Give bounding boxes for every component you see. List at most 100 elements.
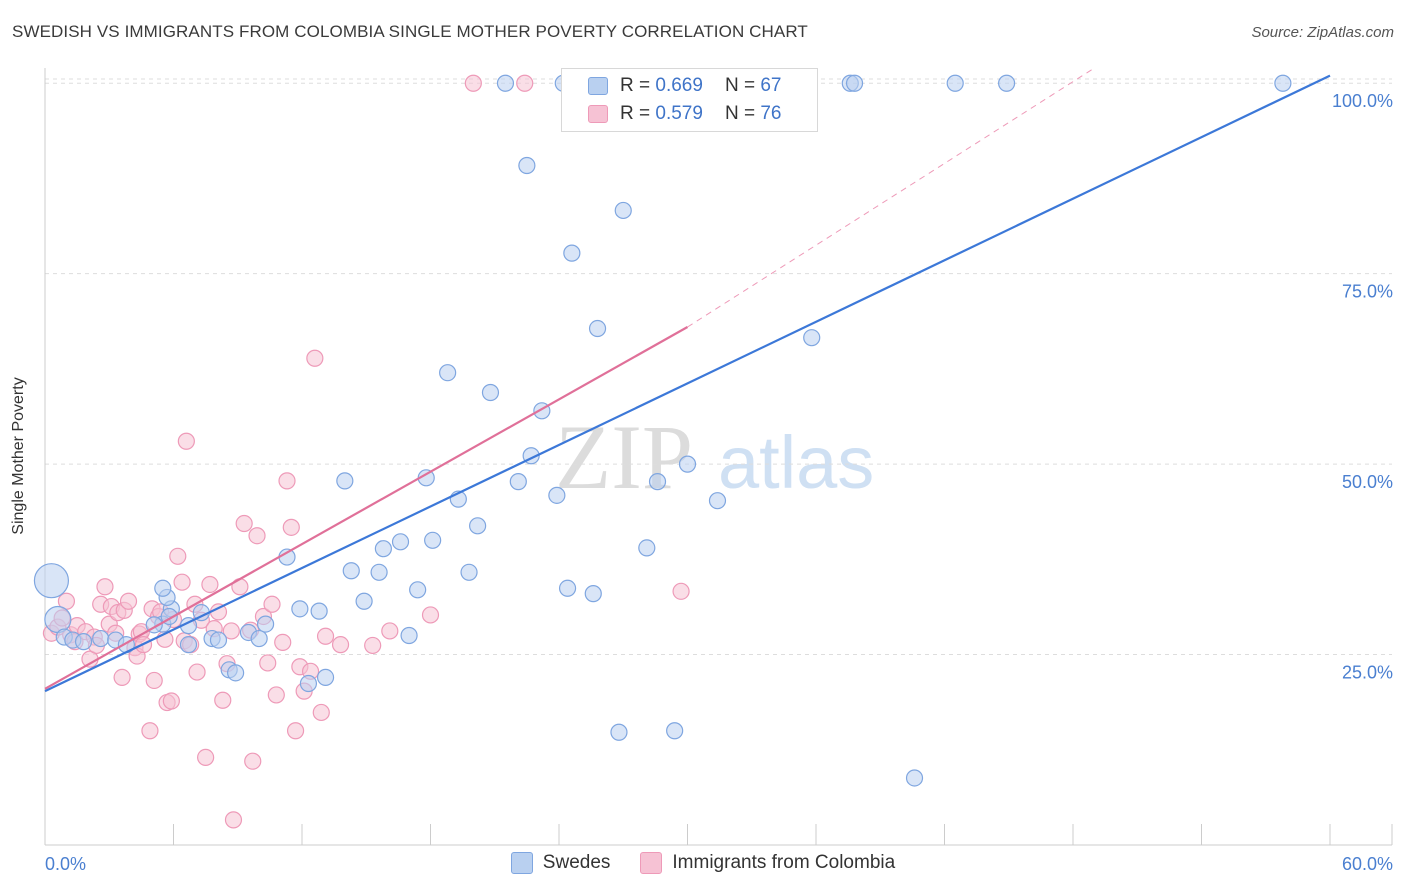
tick-labels: 25.0% 50.0% 75.0% 100.0% 0.0% 60.0% <box>45 91 1393 874</box>
point-colombia <box>188 663 206 681</box>
point-colombia <box>331 636 350 654</box>
point-colombia <box>244 752 262 770</box>
legend-r-value-swedes: 0.669 <box>655 75 703 96</box>
point-swedes <box>509 473 527 491</box>
point-swedes <box>310 602 328 620</box>
legend-n-value-colombia: 76 <box>760 103 782 124</box>
point-colombia <box>224 811 243 829</box>
point-swedes <box>291 600 309 618</box>
point-colombia <box>516 74 534 92</box>
point-swedes <box>481 383 500 402</box>
chart-title: SWEDISH VS IMMIGRANTS FROM COLOMBIA SING… <box>12 22 808 41</box>
point-colombia <box>201 575 219 594</box>
point-swedes <box>374 540 392 558</box>
point-colombia <box>177 432 195 450</box>
point-colombia <box>282 518 300 536</box>
point-colombia <box>162 692 180 710</box>
legend-n-label: N = <box>724 103 756 124</box>
legend-item-swedes: Swedes <box>510 852 611 874</box>
point-swedes <box>33 563 70 599</box>
point-swedes <box>299 674 318 693</box>
point-colombia <box>197 748 215 766</box>
point-colombia <box>286 722 305 740</box>
point-swedes <box>92 629 110 648</box>
y-tick-label: 100.0% <box>1332 91 1393 111</box>
point-swedes <box>44 605 72 634</box>
point-colombia <box>306 349 324 367</box>
point-swedes <box>708 492 727 510</box>
legend-swatch-swedes-bottom <box>510 852 533 874</box>
point-colombia <box>119 592 138 610</box>
point-swedes <box>588 319 607 338</box>
point-swedes <box>998 74 1016 92</box>
point-swedes <box>74 633 93 651</box>
y-tick-label: 25.0% <box>1342 663 1393 683</box>
trend-line-colombia <box>44 326 689 690</box>
watermark-atlas: atlas <box>718 421 874 504</box>
legend-label-swedes: Swedes <box>542 852 611 873</box>
point-swedes <box>256 615 275 633</box>
point-colombia <box>96 578 114 596</box>
point-colombia <box>672 582 690 600</box>
point-swedes <box>666 722 684 740</box>
point-swedes <box>610 723 628 741</box>
point-swedes <box>558 579 577 597</box>
point-colombia <box>248 527 266 545</box>
y-tick-label: 75.0% <box>1342 282 1393 302</box>
point-swedes <box>316 668 335 687</box>
legend-n-label: N = <box>724 75 756 96</box>
point-swedes <box>342 562 360 580</box>
point-swedes <box>409 581 427 599</box>
point-colombia <box>316 627 335 645</box>
point-colombia <box>312 703 330 722</box>
point-swedes <box>548 486 566 504</box>
point-swedes <box>638 539 656 557</box>
point-swedes <box>439 364 457 382</box>
point-swedes <box>905 769 924 787</box>
point-swedes <box>154 579 172 597</box>
source-label: Source: ZipAtlas.com <box>1251 24 1394 41</box>
data-points <box>33 74 1292 829</box>
point-colombia <box>214 691 232 709</box>
point-swedes <box>209 631 228 649</box>
legend-row-colombia: R = 0.579 N = 76 <box>588 102 781 126</box>
point-colombia <box>278 472 296 490</box>
point-swedes <box>424 531 442 549</box>
trend-lines <box>44 67 1331 693</box>
point-swedes <box>179 636 198 654</box>
legend-row-swedes: R = 0.669 N = 67 <box>588 74 781 98</box>
point-swedes <box>845 74 864 92</box>
legend-r-value-colombia: 0.579 <box>655 103 703 124</box>
point-colombia <box>364 636 382 655</box>
legend-item-colombia: Immigrants from Colombia <box>640 852 895 874</box>
point-swedes <box>370 563 388 581</box>
point-colombia <box>141 722 159 740</box>
point-swedes <box>946 74 964 92</box>
point-colombia <box>222 622 240 640</box>
series-legend: Swedes Immigrants from Colombia <box>0 852 1406 874</box>
point-colombia <box>259 654 277 672</box>
watermark-zip: ZIP <box>555 406 693 508</box>
point-colombia <box>267 686 285 704</box>
point-swedes <box>391 533 410 551</box>
point-swedes <box>227 664 245 682</box>
point-swedes <box>336 472 354 490</box>
legend-swatch-colombia <box>588 105 608 123</box>
point-colombia <box>169 547 187 565</box>
point-colombia <box>235 514 253 533</box>
point-colombia <box>464 74 482 92</box>
legend-r-label: R = <box>620 75 651 96</box>
point-swedes <box>648 473 667 491</box>
point-swedes <box>1274 74 1292 92</box>
x-tick-label: 0.0% <box>45 854 86 874</box>
point-swedes <box>469 517 487 535</box>
point-colombia <box>145 671 163 690</box>
point-colombia <box>263 595 281 613</box>
legend-swatch-colombia-bottom <box>640 852 663 874</box>
legend-label-colombia: Immigrants from Colombia <box>672 852 896 873</box>
legend-n-value-swedes: 67 <box>760 75 782 96</box>
legend-r-label: R = <box>620 103 651 124</box>
x-tick-label: 60.0% <box>1342 854 1393 874</box>
point-swedes <box>563 244 581 262</box>
grid <box>45 78 1392 656</box>
